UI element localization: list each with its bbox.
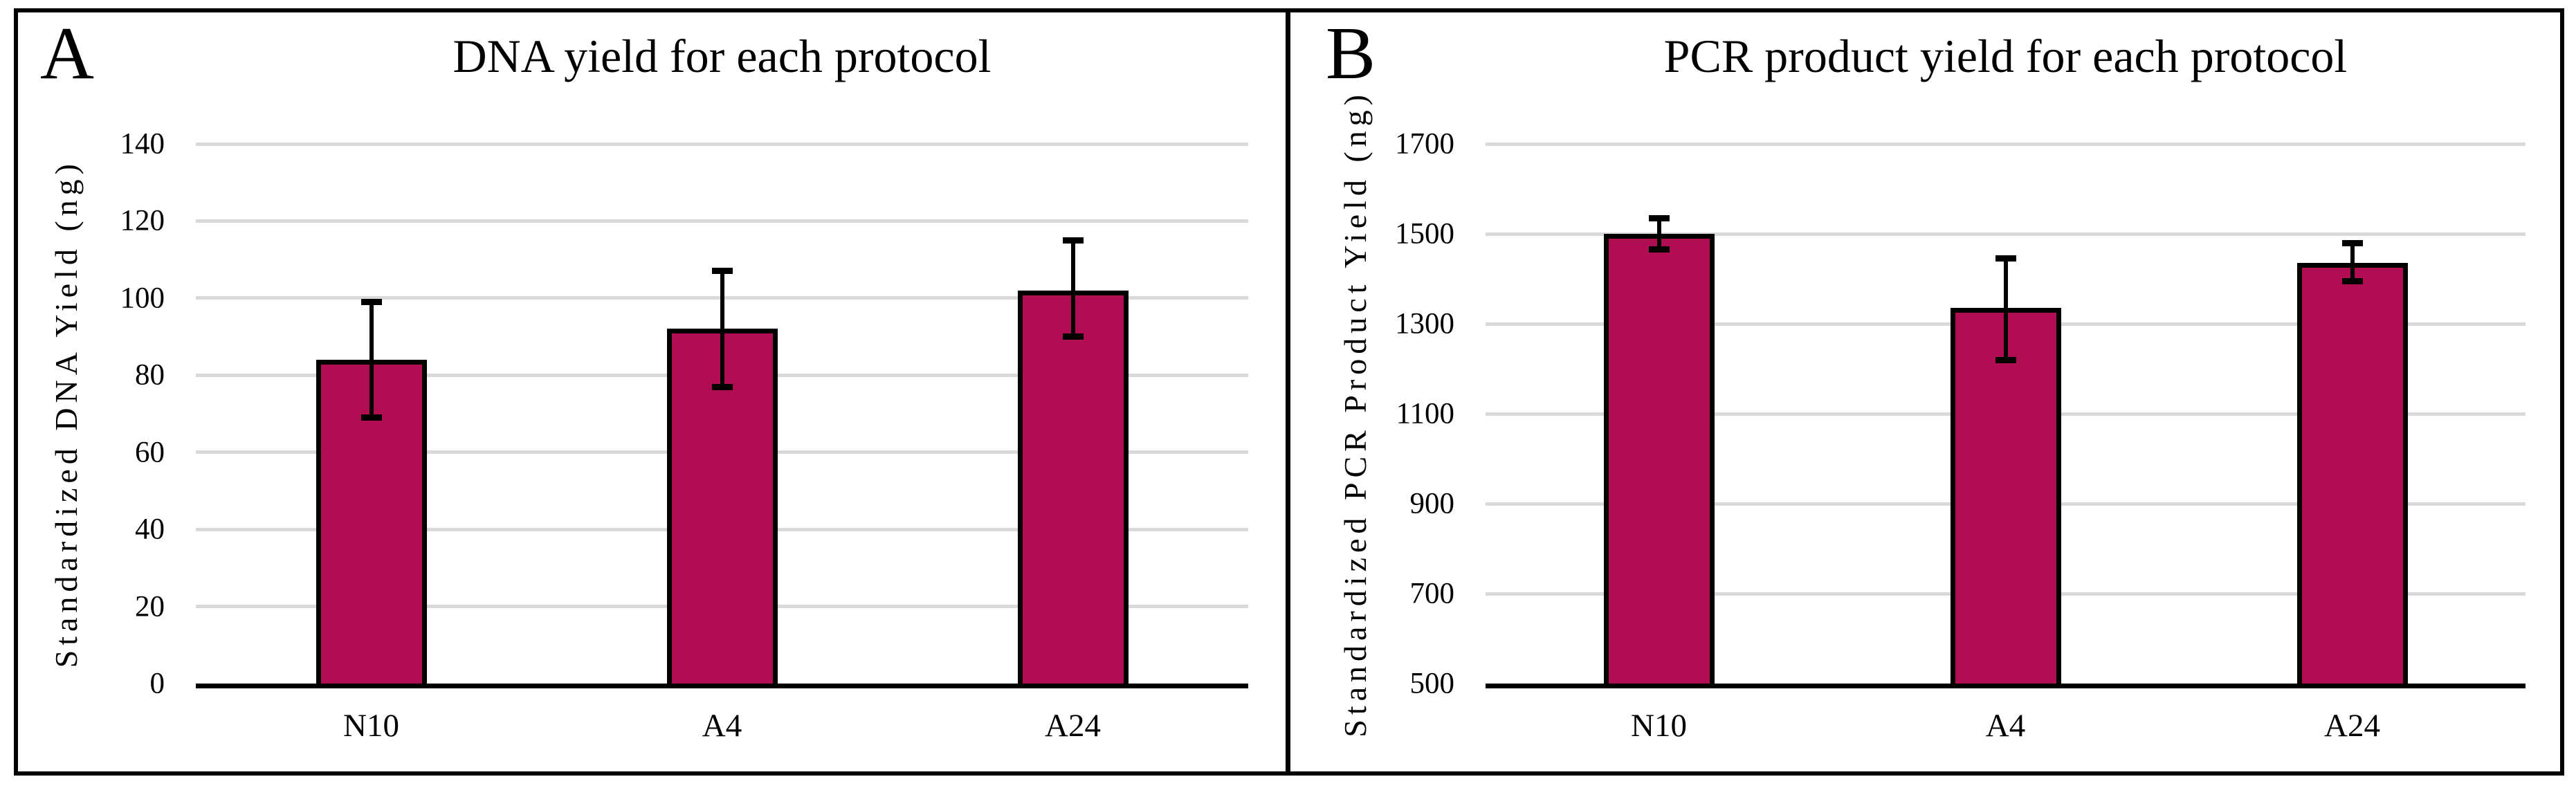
bar-a4: [1950, 308, 2061, 684]
y-tick-label: 40: [135, 513, 165, 546]
error-bar-cap-top: [1648, 214, 1670, 221]
y-tick-label: 900: [1409, 487, 1455, 520]
error-bar-cap-top: [360, 298, 382, 305]
chart-title: DNA yield for each protocol: [453, 30, 992, 82]
x-axis-label-n10: N10: [343, 708, 399, 744]
bar-a24: [1017, 290, 1129, 684]
plot-area: 500 700 900 1100 1300 1500 1700 N10 A4 A24: [1395, 129, 2525, 742]
y-axis-title: Standardized PCR Product Yield (ng): [1324, 90, 1386, 737]
gridline: [1486, 142, 2525, 146]
x-axis-label-a24: A24: [1045, 708, 1101, 744]
y-tick-label: 120: [120, 204, 165, 237]
y-tick-label: 20: [135, 590, 165, 623]
y-tick-label: 1100: [1396, 397, 1454, 430]
x-axis-label-a4: A4: [702, 708, 742, 744]
y-tick-label: 80: [135, 358, 165, 392]
gridline: [1486, 232, 2525, 236]
panel-divider: [1286, 8, 1290, 776]
gridline: [196, 142, 1248, 146]
chart-title: PCR product yield for each protocol: [1663, 30, 2348, 82]
y-axis-title-text: Standardized DNA Yield (ng): [48, 159, 84, 668]
x-axis-label-a24: A24: [2324, 708, 2380, 744]
error-bar-line: [1656, 218, 1661, 250]
error-bar-line: [369, 302, 374, 418]
bar-a24: [2296, 263, 2408, 684]
error-bar-line: [720, 271, 724, 387]
error-bar-line: [1070, 240, 1075, 337]
error-bar-line: [2350, 243, 2355, 282]
y-tick-label: 140: [120, 127, 165, 161]
y-axis-title: Standardized DNA Yield (ng): [35, 144, 97, 684]
error-bar-line: [2003, 258, 2008, 360]
panel-b: B PCR product yield for each protocol Stan…: [1288, 0, 2576, 788]
x-axis-label-n10: N10: [1631, 708, 1687, 744]
y-axis-title-text: Standardized PCR Product Yield (ng): [1337, 90, 1373, 737]
error-bar-cap-bottom: [2341, 277, 2363, 284]
error-bar-cap-bottom: [711, 383, 733, 390]
y-tick-label: 1500: [1395, 217, 1454, 250]
panel-letter: B: [1326, 12, 1376, 95]
y-tick-label: 0: [149, 667, 165, 700]
panel-a: A DNA yield for each protocol Standardized…: [35, 12, 1248, 742]
y-tick-label: 1300: [1395, 307, 1454, 340]
bar-n10: [1603, 234, 1715, 684]
plot-area: 0 20 40 60 80 100 120 140 N10 A4 A24: [120, 129, 1248, 742]
x-axis-label-a4: A4: [1985, 708, 2026, 744]
panel-letter: A: [40, 12, 94, 95]
y-tick-label: 60: [135, 436, 165, 469]
error-bar-cap-bottom: [1062, 333, 1084, 340]
error-bar-cap-top: [1062, 237, 1084, 244]
y-tick-label: 1700: [1395, 127, 1454, 161]
y-tick-label: 500: [1409, 667, 1455, 700]
error-bar-cap-bottom: [360, 414, 382, 421]
error-bar-cap-bottom: [1648, 246, 1670, 253]
error-bar-cap-top: [2341, 239, 2363, 246]
error-bar-cap-top: [1995, 255, 2016, 262]
error-bar-cap-bottom: [1995, 356, 2016, 363]
error-bar-cap-top: [711, 268, 733, 275]
y-tick-label: 700: [1409, 577, 1455, 610]
gridline: [196, 219, 1248, 223]
y-tick-label: 100: [120, 282, 165, 315]
